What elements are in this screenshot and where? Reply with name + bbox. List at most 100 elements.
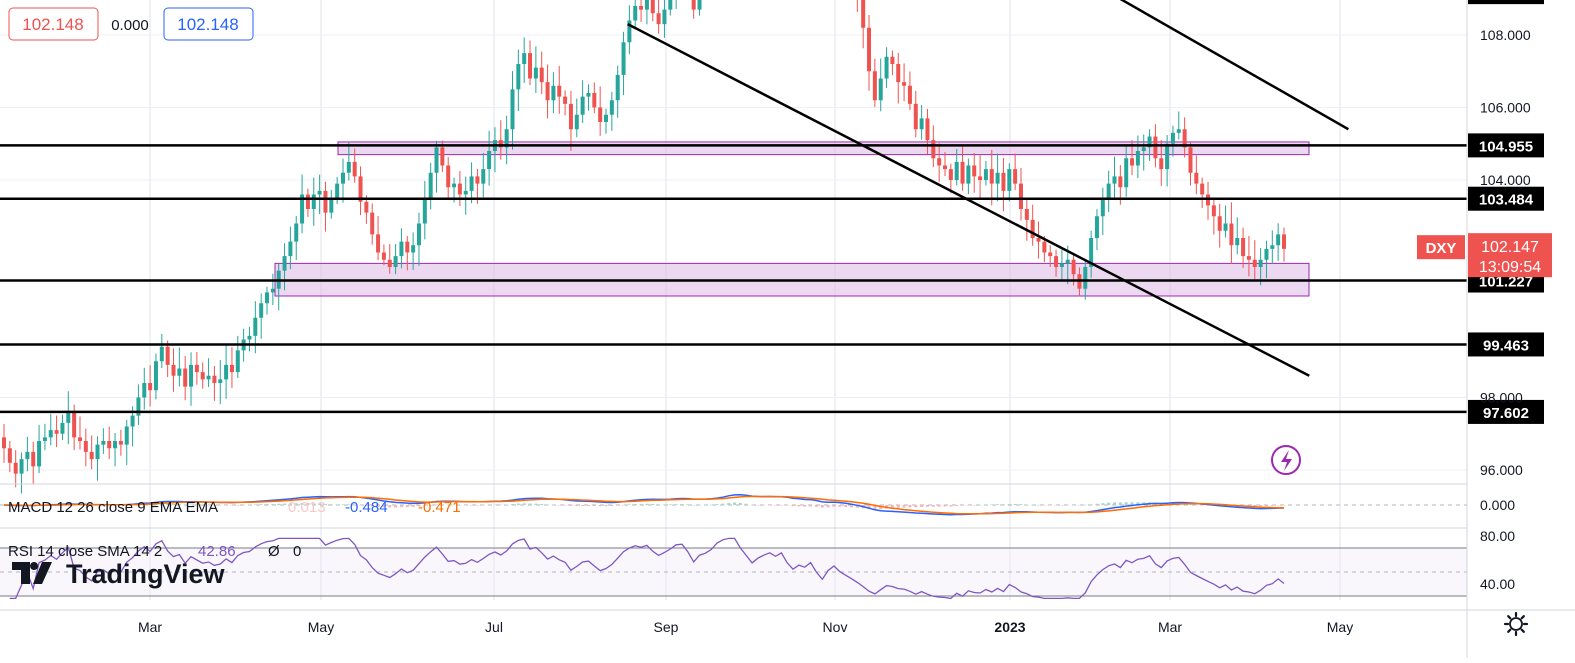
candle-body <box>1211 205 1216 217</box>
level-badge-label: 109.183 <box>1479 0 1533 2</box>
candle-body <box>1182 129 1187 148</box>
level-badge <box>1468 0 1544 5</box>
candle-body <box>1089 238 1094 267</box>
macd-hist-bar <box>271 503 275 505</box>
candle-body <box>370 212 375 235</box>
macd-hist-bar <box>1001 504 1005 505</box>
candle-body <box>1170 132 1175 144</box>
macd-hist-bar <box>873 505 877 510</box>
header-left-value: 102.148 <box>22 15 83 34</box>
macd-hist-bar <box>1264 505 1268 507</box>
macd-hist-bar <box>446 504 450 506</box>
macd-hist-bar <box>955 505 959 506</box>
macd-hist-bar <box>966 505 970 506</box>
macd-hist-bar <box>1282 505 1286 506</box>
macd-hist-bar <box>598 505 602 507</box>
macd-hist-bar <box>318 503 322 505</box>
macd-hist-bar <box>399 505 403 508</box>
lightning-icon[interactable] <box>1271 445 1301 475</box>
candle-body <box>510 89 515 130</box>
macd-hist-bar <box>756 505 760 506</box>
macd-hist-bar <box>715 504 719 505</box>
macd-hist-bar <box>376 505 380 507</box>
candle-body <box>1071 259 1076 275</box>
macd-hist-bar <box>540 504 544 505</box>
candle-body <box>72 412 77 438</box>
macd-hist-bar <box>189 504 193 506</box>
x-tick-label: 2023 <box>994 619 1025 635</box>
candle-body <box>77 437 82 441</box>
macd-hist-bar <box>323 503 327 505</box>
candle-body <box>1194 172 1199 184</box>
candle-body <box>364 201 369 213</box>
macd-hist-bar <box>826 505 830 508</box>
candle-body <box>1135 151 1140 166</box>
macd-hist-bar <box>920 505 924 508</box>
macd-hist-bar <box>709 504 713 506</box>
macd-hist-bar <box>1118 502 1122 505</box>
candle-body <box>101 441 106 445</box>
macd-hist-bar <box>633 504 637 505</box>
candle-body <box>931 140 936 159</box>
macd-hist-bar <box>575 505 579 507</box>
candle-body <box>434 147 439 173</box>
macd-hist-bar <box>388 505 392 508</box>
candle-body <box>896 64 901 83</box>
candle-body <box>335 183 340 199</box>
last-price-badge <box>1468 233 1552 278</box>
macd-hist-bar <box>1072 504 1076 506</box>
candle-body <box>48 430 53 438</box>
candle-body <box>206 375 211 380</box>
candle-body <box>1176 129 1181 133</box>
candle-body <box>604 114 609 122</box>
macd-hist-bar <box>1253 505 1257 507</box>
settings-gear-icon[interactable] <box>1503 611 1529 637</box>
macd-hist-bar <box>809 505 813 507</box>
macd-hist-bar <box>177 504 181 505</box>
macd-hist-bar <box>890 505 894 509</box>
candle-body <box>650 0 655 14</box>
macd-hist-bar <box>1095 503 1099 505</box>
candle-body <box>1188 147 1193 173</box>
macd-hist-bar <box>171 503 175 505</box>
candle-body <box>1083 267 1088 289</box>
candle-body <box>551 85 556 101</box>
candle-body <box>446 165 451 188</box>
candle-body <box>609 100 614 115</box>
macd-hist-bar <box>499 504 503 506</box>
macd-hist-bar <box>312 503 316 505</box>
candle-body <box>937 158 942 166</box>
macd-hist-bar <box>680 504 684 505</box>
macd-hist-bar <box>657 504 661 505</box>
macd-hist-bar <box>300 503 304 505</box>
macd-hist-bar <box>1066 505 1070 506</box>
level-badge <box>1468 133 1544 158</box>
candle-body <box>948 169 953 180</box>
trend-layer <box>627 0 1350 377</box>
candle-body <box>457 183 462 195</box>
macd-hist-bar <box>703 504 707 506</box>
candle-body <box>171 364 176 376</box>
macd-hist-bar <box>253 504 257 505</box>
macd-hist-bar <box>1188 504 1192 505</box>
macd-hist-bar <box>721 503 725 505</box>
candle-body <box>563 96 568 104</box>
candle-body <box>1007 169 1012 191</box>
macd-hist-bar <box>1101 503 1105 505</box>
candle-body <box>627 20 632 43</box>
candle-body <box>1130 158 1135 166</box>
macd-hist-bar <box>1276 505 1280 506</box>
macd-hist-bar <box>411 505 415 507</box>
candle-body <box>966 165 971 184</box>
candle-body <box>662 9 667 25</box>
candle-body <box>983 169 988 180</box>
candle-body <box>253 317 258 336</box>
candle-body <box>639 6 644 10</box>
macd-hist-bar <box>487 504 491 506</box>
macd-hist-bar <box>925 505 929 507</box>
macd-hist-bar <box>1130 502 1134 505</box>
macd-hist-bar <box>768 505 772 506</box>
macd-hist-bar <box>458 504 462 506</box>
